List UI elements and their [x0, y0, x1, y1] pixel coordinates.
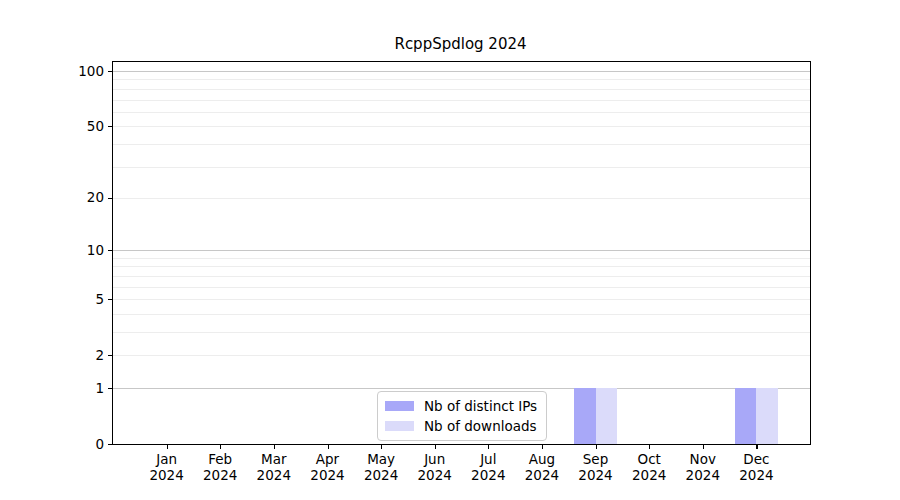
- y-tick-mark: [108, 388, 113, 389]
- x-tick-mark: [542, 444, 543, 449]
- bar-distinct-ips: [574, 388, 596, 444]
- y-tick-mark: [108, 299, 113, 300]
- gridline-minor: [113, 79, 810, 80]
- gridline-minor: [113, 89, 810, 90]
- y-tick-mark: [108, 250, 113, 251]
- gridline-major: [113, 388, 810, 389]
- x-tick-mark: [488, 444, 489, 449]
- x-tick-label: Dec2024: [714, 452, 798, 483]
- y-tick-mark: [108, 198, 113, 199]
- y-tick-label: 50: [49, 118, 104, 135]
- gridline-minor: [113, 126, 810, 127]
- y-tick-mark: [108, 355, 113, 356]
- legend-item-distinct-ips: Nb of distinct IPs: [385, 398, 537, 414]
- legend-swatch: [385, 401, 414, 411]
- x-tick-label-line: Dec: [714, 452, 798, 468]
- gridline-minor: [113, 332, 810, 333]
- legend-item-downloads: Nb of downloads: [385, 418, 537, 434]
- x-tick-mark: [167, 444, 168, 449]
- bar-downloads: [596, 388, 618, 444]
- x-tick-mark: [756, 444, 757, 449]
- y-tick-label: 20: [49, 189, 104, 206]
- gridline-minor: [113, 167, 810, 168]
- gridline-minor: [113, 112, 810, 113]
- gridline-minor: [113, 266, 810, 267]
- x-tick-mark: [220, 444, 221, 449]
- legend-label: Nb of distinct IPs: [424, 398, 537, 414]
- y-tick-label: 100: [49, 63, 104, 80]
- bar-distinct-ips: [735, 388, 757, 444]
- gridline-minor: [113, 299, 810, 300]
- y-tick-label: 1: [49, 380, 104, 397]
- gridline-minor: [113, 276, 810, 277]
- gridline-minor: [113, 314, 810, 315]
- y-tick-label: 5: [49, 291, 104, 308]
- y-tick-mark: [108, 444, 113, 445]
- gridline-major: [113, 71, 810, 72]
- y-tick-label: 2: [49, 347, 104, 364]
- legend-label: Nb of downloads: [424, 418, 537, 434]
- y-tick-mark: [108, 71, 113, 72]
- x-tick-mark: [274, 444, 275, 449]
- y-tick-label: 0: [49, 436, 104, 453]
- legend-swatch: [385, 421, 414, 431]
- x-tick-mark: [435, 444, 436, 449]
- gridline-major: [113, 250, 810, 251]
- x-tick-mark: [703, 444, 704, 449]
- x-tick-mark: [596, 444, 597, 449]
- legend: Nb of distinct IPs Nb of downloads: [377, 391, 547, 441]
- gridline-minor: [113, 287, 810, 288]
- gridline-minor: [113, 198, 810, 199]
- x-tick-mark: [328, 444, 329, 449]
- plot-area: Nb of distinct IPs Nb of downloads 01251…: [112, 61, 811, 445]
- figure: RcppSpdlog 2024 Nb of distinct IPs Nb of…: [0, 0, 900, 500]
- gridline-minor: [113, 100, 810, 101]
- bar-downloads: [756, 388, 778, 444]
- x-tick-label-line: 2024: [714, 468, 798, 484]
- gridline-minor: [113, 355, 810, 356]
- chart-title: RcppSpdlog 2024: [112, 35, 809, 53]
- gridline-minor: [113, 144, 810, 145]
- y-tick-mark: [108, 126, 113, 127]
- y-tick-label: 10: [49, 242, 104, 259]
- x-tick-mark: [649, 444, 650, 449]
- x-tick-mark: [381, 444, 382, 449]
- gridline-minor: [113, 258, 810, 259]
